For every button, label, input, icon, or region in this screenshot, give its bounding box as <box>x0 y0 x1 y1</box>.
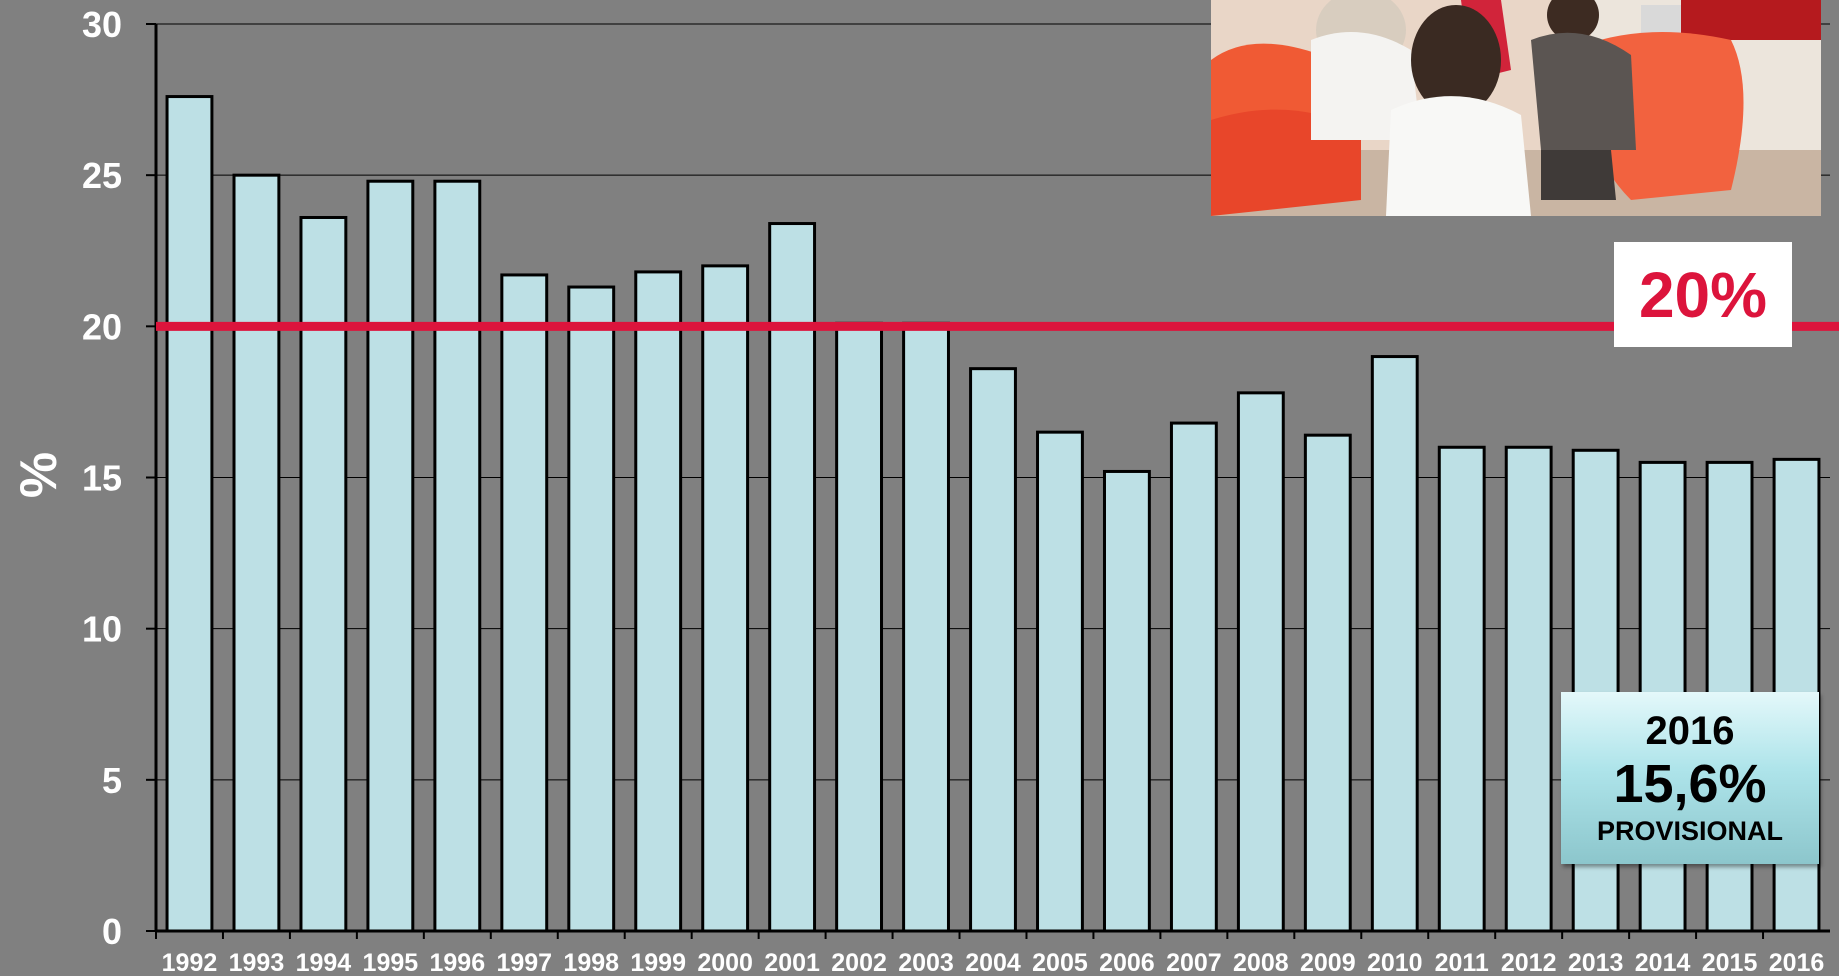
group-meeting-photo <box>1211 0 1821 216</box>
x-tick-label-2006: 2006 <box>1099 949 1155 976</box>
y-tick-label: 10 <box>82 609 122 650</box>
x-tick-label-2003: 2003 <box>898 949 954 976</box>
bar-1993 <box>232 173 281 933</box>
bar-2005 <box>1036 430 1084 933</box>
bar-2003 <box>902 321 950 933</box>
y-tick-label: 5 <box>102 760 122 801</box>
x-tick-label-2011: 2011 <box>1435 949 1489 976</box>
x-tick-label-2001: 2001 <box>764 949 820 976</box>
bar-2001 <box>768 222 817 933</box>
x-tick-label-1995: 1995 <box>363 949 419 976</box>
bar-2002 <box>835 321 884 933</box>
bar-2012 <box>1504 445 1553 933</box>
x-tick-label-1992: 1992 <box>162 949 218 976</box>
x-tick-label-1998: 1998 <box>563 949 619 976</box>
x-tick-label-1999: 1999 <box>630 949 686 976</box>
bar-1994 <box>299 215 348 933</box>
callout-value: 15,6% <box>1613 754 1767 814</box>
bar-1999 <box>634 270 683 933</box>
bar-2011 <box>1437 445 1486 933</box>
y-tick-label: 0 <box>102 911 122 952</box>
x-tick-label-1994: 1994 <box>296 949 352 976</box>
bar-1997 <box>500 273 549 933</box>
tick-labels: 0 5 10 15 20 25 30 1992 1993 1994 1995 1996 1997 1998… <box>82 4 1824 976</box>
x-tick-label-2015: 2015 <box>1702 949 1758 976</box>
x-tick-label-2009: 2009 <box>1300 949 1356 976</box>
x-tick-label-2013: 2013 <box>1568 949 1624 976</box>
bar-2006 <box>1102 469 1151 933</box>
x-tick-label-1993: 1993 <box>229 949 285 976</box>
bar-2004 <box>969 367 1017 933</box>
x-tick-label-1997: 1997 <box>496 949 552 976</box>
bar-2007 <box>1169 421 1218 933</box>
reference-value-label: 20% <box>1614 242 1792 347</box>
bar-1998 <box>567 285 616 933</box>
x-tick-label-2000: 2000 <box>697 949 753 976</box>
y-tick-label: 25 <box>82 155 122 196</box>
provisional-2016-callout: 2016 15,6% PROVISIONAL <box>1561 692 1819 864</box>
bar-2009 <box>1303 433 1352 933</box>
x-tick-label-2007: 2007 <box>1166 949 1222 976</box>
y-tick-label: 30 <box>82 4 122 45</box>
bar-1996 <box>433 179 482 933</box>
bar-2010 <box>1370 355 1419 933</box>
x-tick-label-1996: 1996 <box>430 949 486 976</box>
y-tick-label: 15 <box>82 458 122 499</box>
reference-value-text: 20% <box>1638 258 1768 331</box>
x-tick-label-2004: 2004 <box>965 949 1021 976</box>
x-tick-label-2012: 2012 <box>1501 949 1557 976</box>
x-tick-label-2010: 2010 <box>1367 949 1423 976</box>
y-tick-label: 20 <box>82 306 122 347</box>
axes <box>146 23 1830 939</box>
x-tick-label-2008: 2008 <box>1233 949 1289 976</box>
x-tick-label-2002: 2002 <box>831 949 887 976</box>
bar-1995 <box>366 179 415 933</box>
bar-1992 <box>165 95 214 933</box>
bar-2008 <box>1236 391 1285 933</box>
bar-2000 <box>701 264 750 933</box>
x-tick-label-2014: 2014 <box>1635 949 1691 976</box>
x-tick-label-2005: 2005 <box>1032 949 1088 976</box>
callout-year: 2016 <box>1645 709 1735 753</box>
callout-note: PROVISIONAL <box>1596 816 1784 846</box>
x-tick-label-2016: 2016 <box>1769 949 1825 976</box>
y-axis-label: % <box>10 452 68 498</box>
